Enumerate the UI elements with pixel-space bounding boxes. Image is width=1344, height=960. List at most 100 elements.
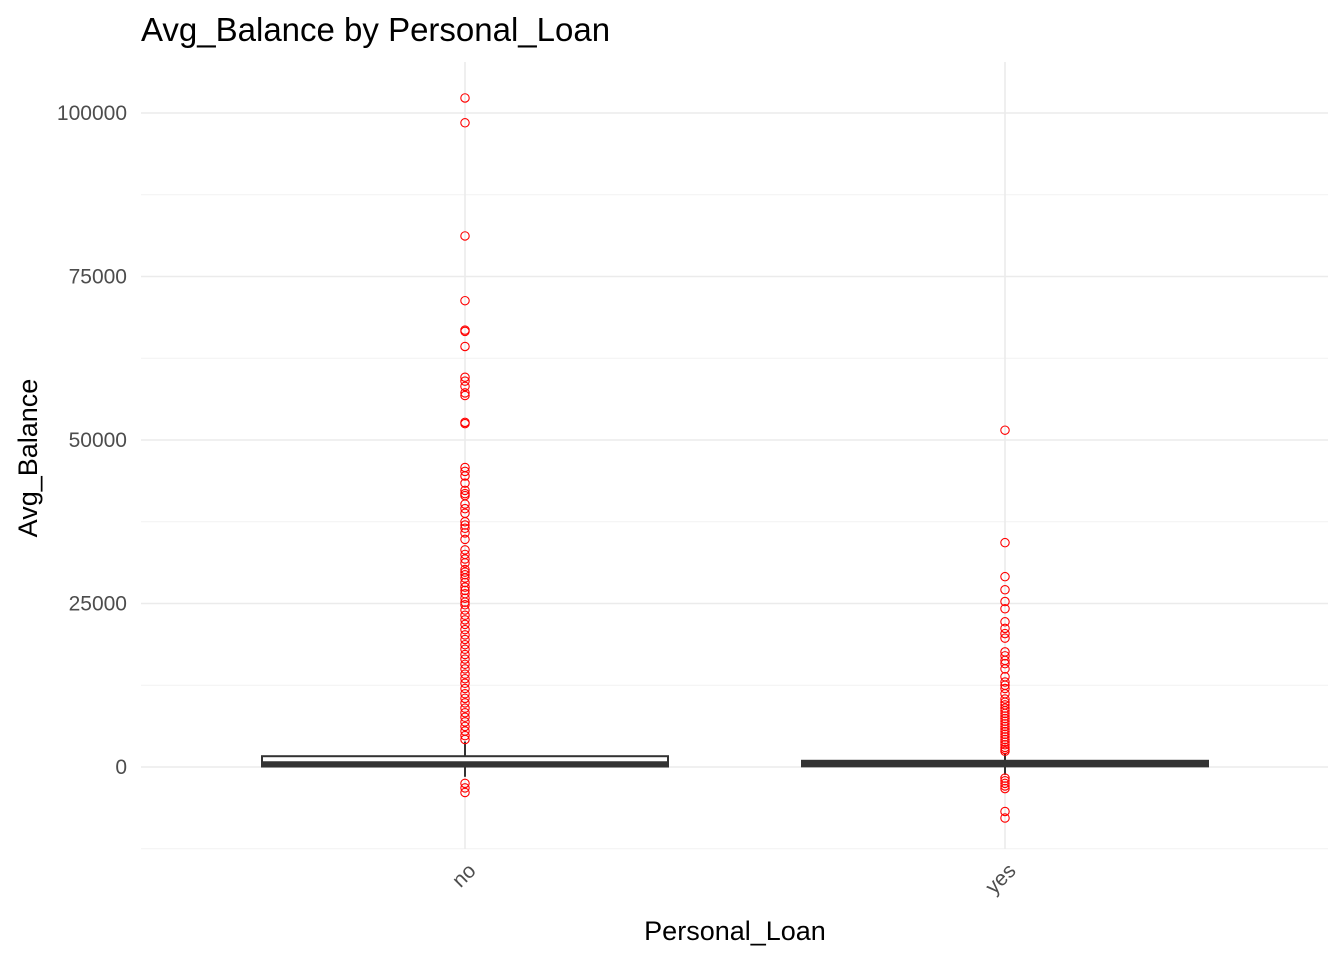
box-no	[261, 93, 669, 798]
outlier-point	[1000, 778, 1010, 789]
outlier-point	[460, 730, 470, 741]
outlier-point	[460, 418, 470, 429]
outlier-point	[1000, 596, 1010, 607]
outlier-point	[460, 787, 470, 798]
outlier-point	[1000, 703, 1010, 713]
outlier-point	[460, 516, 470, 527]
outlier-point	[460, 615, 470, 625]
outlier-point	[460, 639, 470, 650]
outlier-point	[1000, 708, 1010, 719]
outlier-point	[1000, 683, 1010, 694]
outlier-point	[1000, 713, 1010, 724]
outlier-point	[460, 683, 470, 694]
y-tick-label: 50000	[69, 429, 127, 452]
outlier-point	[460, 376, 470, 386]
outlier-point	[460, 503, 470, 514]
outlier-point	[460, 326, 470, 337]
outlier-point	[460, 734, 470, 745]
outlier-point	[1000, 775, 1010, 786]
outlier-point	[460, 712, 470, 723]
outlier-point	[1000, 719, 1010, 729]
outlier-point	[1000, 664, 1010, 674]
outlier-point	[1000, 677, 1010, 687]
outlier-point	[1000, 585, 1010, 595]
outlier-point	[1000, 724, 1010, 734]
outlier-point	[460, 593, 470, 604]
outlier-point	[1000, 711, 1010, 721]
outlier-point	[1000, 425, 1010, 435]
outlier-point	[460, 545, 470, 555]
outlier-point	[1000, 737, 1010, 747]
x-tick-label: no	[448, 859, 481, 892]
outlier-point	[460, 388, 470, 398]
outlier-point	[460, 520, 470, 530]
outlier-point	[460, 466, 470, 477]
outlier-point	[460, 624, 470, 635]
y-tick-label: 100000	[57, 102, 127, 125]
outlier-point	[460, 669, 470, 679]
outlier-point	[460, 471, 470, 481]
outlier-point	[460, 390, 470, 401]
outlier-point	[460, 295, 470, 306]
outlier-point	[460, 381, 470, 392]
outlier-point	[1000, 740, 1010, 750]
x-tick-label: yes	[981, 859, 1020, 898]
outlier-point	[460, 585, 470, 596]
outlier-point	[460, 693, 470, 704]
outlier-point	[1000, 537, 1010, 548]
outlier-point	[460, 573, 470, 583]
outlier-point	[1000, 783, 1010, 794]
outlier-point	[460, 673, 470, 684]
outlier-point	[460, 577, 470, 588]
outlier-point	[1000, 729, 1010, 740]
y-tick-label: 75000	[69, 266, 127, 289]
outlier-point	[460, 783, 470, 793]
outlier-point	[1000, 716, 1010, 726]
y-tick-label: 25000	[69, 593, 127, 616]
outlier-point	[460, 534, 470, 545]
outlier-point	[460, 485, 470, 496]
outlier-point	[1000, 603, 1010, 614]
outlier-point	[460, 659, 470, 670]
outlier-point	[1000, 623, 1010, 634]
y-axis-title: Avg_Balance	[13, 379, 43, 538]
outlier-point	[460, 499, 470, 509]
outlier-point	[460, 93, 470, 103]
outlier-point	[1000, 658, 1010, 669]
outlier-point	[1000, 721, 1010, 732]
outlier-point	[1000, 633, 1010, 643]
outlier-point	[460, 523, 470, 534]
outlier-point	[1000, 732, 1010, 742]
outlier-point	[460, 231, 470, 241]
outlier-point	[460, 582, 470, 592]
outlier-point	[460, 372, 470, 382]
outlier-point	[460, 654, 470, 664]
outlier-point	[460, 567, 470, 577]
outlier-point	[460, 707, 470, 718]
outlier-point	[1000, 628, 1010, 639]
outlier-point	[1000, 806, 1010, 817]
outlier-point	[1000, 706, 1010, 716]
outlier-point	[460, 554, 470, 564]
outlier-point	[460, 717, 470, 727]
outlier-point	[460, 634, 470, 645]
y-axis-ticks: 0 25000 50000 75000 100000	[57, 102, 127, 779]
grid	[141, 62, 1328, 850]
outlier-point	[460, 610, 470, 621]
outlier-point	[460, 619, 470, 630]
outlier-point	[1000, 617, 1010, 627]
outlier-point	[1000, 813, 1010, 823]
outlier-point	[460, 118, 470, 128]
outlier-point	[460, 703, 470, 713]
outlier-point	[1000, 746, 1010, 757]
y-tick-label: 0	[115, 756, 127, 779]
chart-title: Avg_Balance by Personal_Loan	[141, 11, 610, 48]
outlier-point	[460, 649, 470, 660]
box-yes	[801, 425, 1209, 823]
outlier-point	[460, 644, 470, 655]
outlier-point	[460, 597, 470, 607]
x-axis-ticks: no yes	[448, 859, 1021, 898]
outlier-point	[460, 778, 470, 789]
outlier-point	[460, 558, 470, 568]
